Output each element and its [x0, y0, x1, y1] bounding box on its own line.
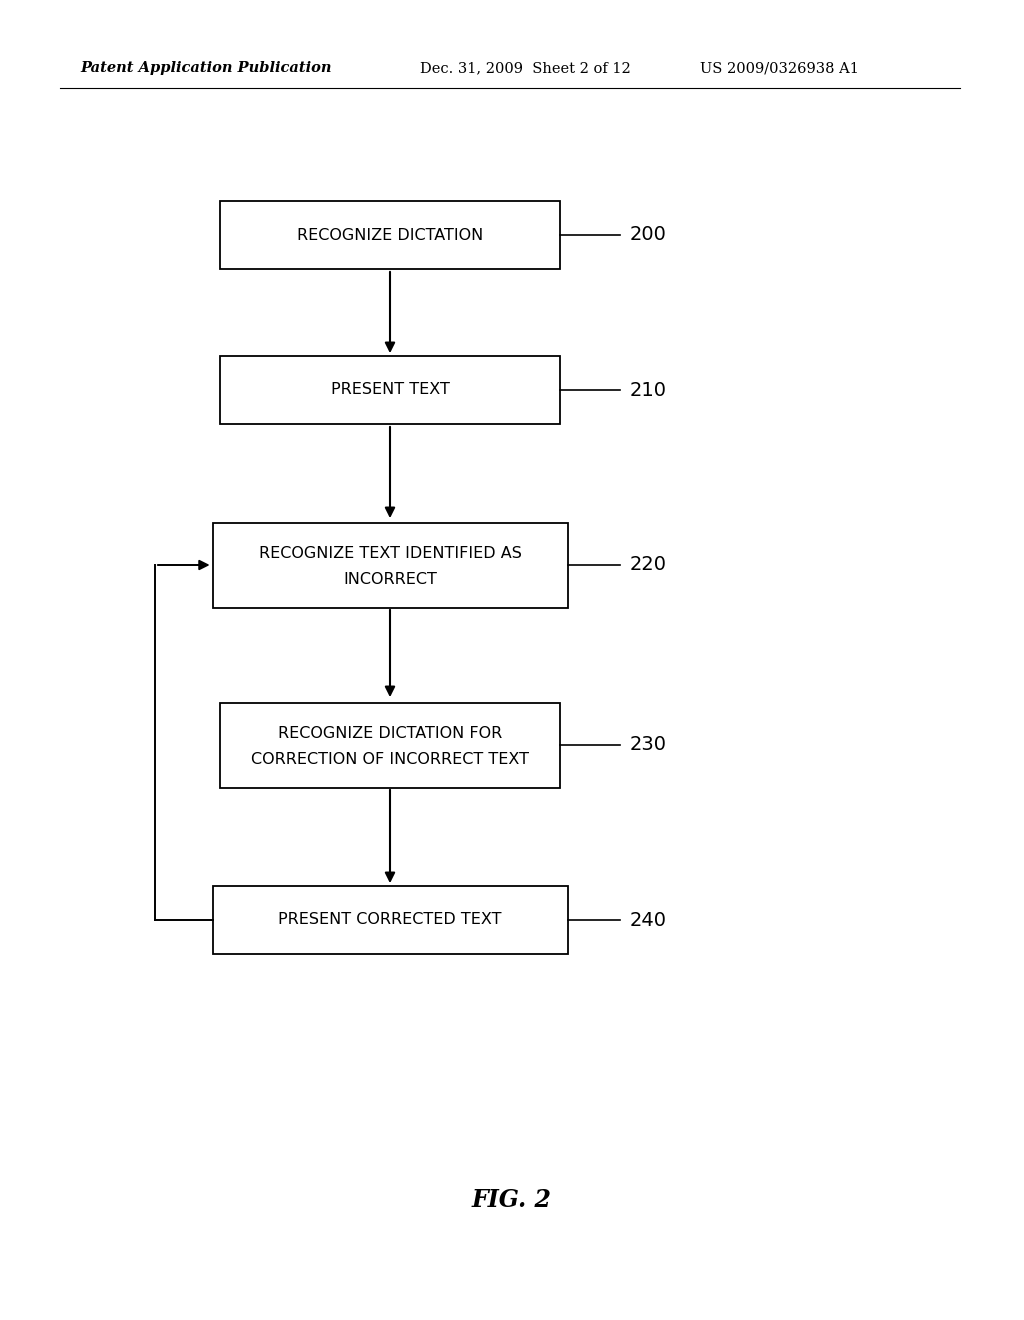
Text: INCORRECT: INCORRECT: [343, 572, 437, 586]
Bar: [220, 201, 560, 269]
Bar: [220, 356, 560, 424]
Text: PRESENT TEXT: PRESENT TEXT: [331, 383, 450, 397]
Text: 220: 220: [630, 556, 667, 574]
Text: RECOGNIZE DICTATION: RECOGNIZE DICTATION: [297, 227, 483, 243]
Text: 200: 200: [630, 226, 667, 244]
Text: Patent Application Publication: Patent Application Publication: [80, 61, 332, 75]
Text: Dec. 31, 2009  Sheet 2 of 12: Dec. 31, 2009 Sheet 2 of 12: [420, 61, 631, 75]
Text: 240: 240: [630, 911, 667, 929]
Text: FIG. 2: FIG. 2: [472, 1188, 552, 1212]
Text: 230: 230: [630, 735, 667, 755]
Text: RECOGNIZE TEXT IDENTIFIED AS: RECOGNIZE TEXT IDENTIFIED AS: [259, 546, 521, 561]
Bar: [213, 523, 567, 607]
Text: US 2009/0326938 A1: US 2009/0326938 A1: [700, 61, 859, 75]
Bar: [220, 702, 560, 788]
Text: 210: 210: [630, 380, 667, 400]
Bar: [213, 886, 567, 954]
Text: RECOGNIZE DICTATION FOR: RECOGNIZE DICTATION FOR: [278, 726, 502, 742]
Text: CORRECTION OF INCORRECT TEXT: CORRECTION OF INCORRECT TEXT: [251, 751, 529, 767]
Text: PRESENT CORRECTED TEXT: PRESENT CORRECTED TEXT: [279, 912, 502, 928]
